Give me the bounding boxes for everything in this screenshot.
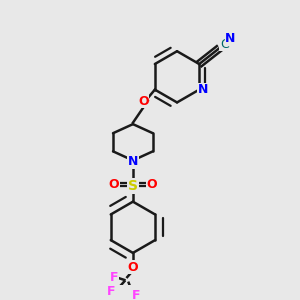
Text: C: C: [220, 38, 229, 51]
Text: F: F: [107, 285, 116, 298]
Text: N: N: [128, 155, 138, 168]
Text: O: O: [147, 178, 157, 191]
Text: F: F: [131, 289, 140, 300]
Text: S: S: [128, 179, 138, 193]
Text: O: O: [109, 178, 119, 191]
Text: F: F: [110, 271, 119, 284]
Text: O: O: [138, 94, 149, 107]
Text: N: N: [197, 83, 208, 96]
Text: N: N: [225, 32, 236, 45]
Text: O: O: [128, 261, 138, 274]
